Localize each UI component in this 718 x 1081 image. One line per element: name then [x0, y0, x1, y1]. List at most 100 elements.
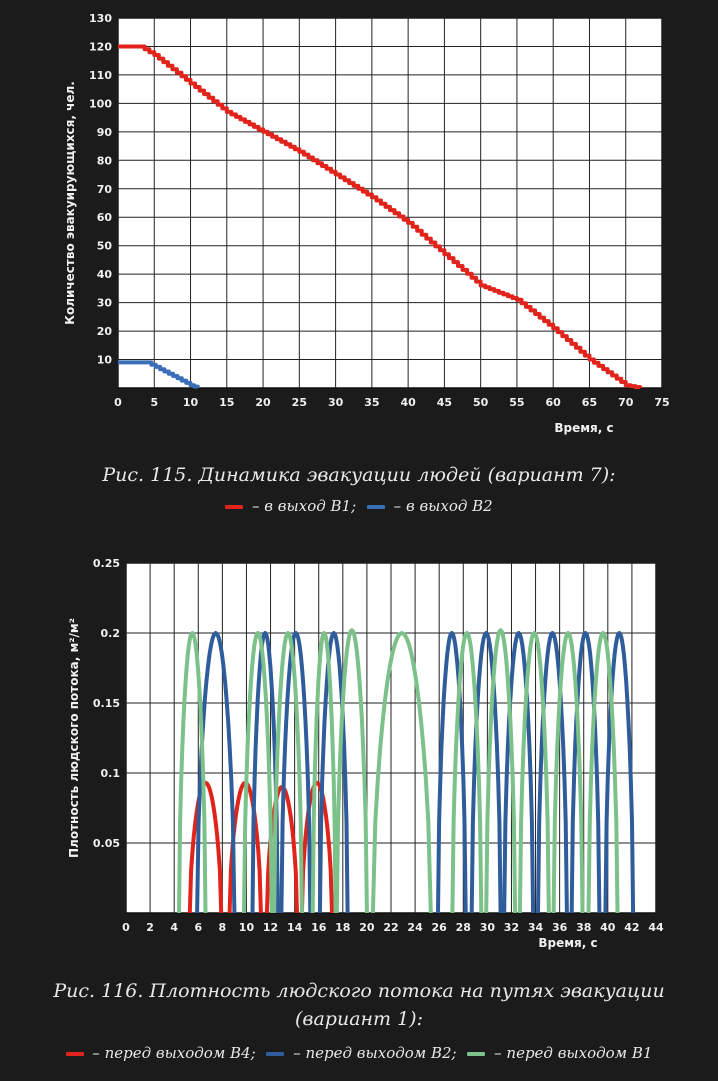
x-tick-label: 30	[328, 396, 344, 409]
figure-115-caption: Рис. 115. Динамика эвакуации людей (вари…	[102, 464, 616, 486]
y-tick-label: 70	[97, 183, 113, 196]
x-axis-label: Время, с	[554, 421, 613, 435]
legend-swatch-green	[467, 1052, 486, 1056]
series-line-b1	[517, 631, 551, 914]
y-tick-label: 0.25	[93, 557, 120, 570]
x-tick-label: 16	[311, 921, 327, 934]
y-tick-label: 0.1	[101, 767, 121, 780]
x-tick-label: 75	[654, 396, 669, 409]
x-tick-label: 10	[239, 921, 255, 934]
series-line-b1	[551, 631, 585, 914]
x-tick-label: 24	[407, 921, 423, 934]
y-tick-label: 30	[97, 297, 113, 310]
legend-item-b1: – в выход В1;	[225, 497, 356, 515]
figure-116-legend: – перед выходом В4; – перед выходом В2; …	[0, 1044, 718, 1062]
x-tick-label: 30	[480, 921, 496, 934]
legend-label-b4: – перед выходом В4;	[87, 1044, 256, 1062]
y-tick-label: 20	[97, 325, 113, 338]
y-axis-label: Плотность людского потока, м²/м²	[67, 618, 81, 858]
x-tick-label: 15	[219, 396, 234, 409]
legend-swatch-blue	[266, 1052, 285, 1056]
series-line-b2	[279, 631, 313, 914]
x-tick-label: 4	[170, 921, 178, 934]
x-axis-label: Время, с	[538, 936, 597, 950]
x-tick-label: 38	[576, 921, 591, 934]
y-tick-label: 0.15	[93, 697, 120, 710]
series-line-b1	[586, 631, 620, 914]
series-line-b2	[250, 631, 280, 914]
x-tick-label: 22	[383, 921, 398, 934]
x-tick-label: 65	[582, 396, 597, 409]
x-tick-label: 35	[364, 396, 379, 409]
y-tick-label: 100	[89, 97, 112, 110]
series-line-b2	[118, 360, 200, 389]
legend-label-b2: – в выход В2	[388, 497, 493, 515]
legend-swatch-blue	[366, 505, 385, 509]
y-tick-label: 80	[97, 154, 113, 167]
y-tick-label: 90	[97, 126, 113, 139]
y-tick-label: 10	[97, 354, 113, 367]
x-tick-label: 20	[359, 921, 375, 934]
figure-115: 0 5 10 15 20 25 30 35 40 45 50 55 60 65 70 75 130 120 110 1…	[0, 0, 718, 530]
figure-116: 0 2 4 6 8 10 12 14 16 18 20 22 24 26 28 30 32 34 36 38 40 42 4…	[0, 545, 718, 1081]
figure-116-caption-line1: Рис. 116. Плотность людского потока на п…	[53, 980, 665, 1002]
x-tick-label: 44	[648, 921, 664, 934]
series-line-b1	[484, 628, 518, 914]
plot-area	[117, 17, 663, 389]
x-tick-label: 0	[114, 396, 122, 409]
y-tick-label: 130	[89, 12, 112, 25]
x-tick-label: 50	[473, 396, 489, 409]
x-tick-label: 20	[255, 396, 271, 409]
legend-label-b1: – в выход В1;	[247, 497, 357, 515]
x-tick-label: 26	[432, 921, 448, 934]
series-line-b1	[450, 631, 484, 914]
series-line-b1	[118, 44, 643, 390]
series-line-b1	[310, 631, 338, 914]
series-line-b2	[436, 631, 468, 914]
series-line-b1	[370, 631, 433, 914]
x-tick-label: 70	[618, 396, 634, 409]
legend-item-b4: – перед выходом В4;	[65, 1044, 256, 1062]
x-tick-label: 0	[122, 921, 130, 934]
y-tick-label: 50	[97, 240, 113, 253]
x-tick-label: 12	[263, 921, 278, 934]
y-tick-label: 0.2	[101, 627, 121, 640]
evacuation-dynamics-chart: 0 5 10 15 20 25 30 35 40 45 50 55 60 65 70 75 130 120 110 1…	[63, 12, 670, 435]
y-tick-label: 0.05	[93, 837, 120, 850]
series-line-b1	[242, 631, 274, 914]
x-tick-label: 10	[183, 396, 199, 409]
x-tick-label: 6	[194, 921, 202, 934]
series-line-b1	[272, 631, 304, 914]
x-tick-label: 55	[509, 396, 524, 409]
x-tick-label: 8	[219, 921, 227, 934]
y-tick-label: 40	[97, 268, 113, 281]
legend-label-b1: – перед выходом В1	[489, 1044, 653, 1062]
series-line-b2	[195, 631, 237, 914]
x-tick-label: 42	[624, 921, 639, 934]
x-tick-label: 34	[528, 921, 544, 934]
legend-item-b2: – перед выходом В2;	[266, 1044, 457, 1062]
y-tick-label: 110	[89, 69, 112, 82]
figure-116-caption-line2: (вариант 1):	[295, 1008, 423, 1030]
legend-label-b2: – перед выходом В2;	[288, 1044, 457, 1062]
figure-115-legend: – в выход В1; – в выход В2	[0, 497, 718, 515]
flow-density-chart: 0 2 4 6 8 10 12 14 16 18 20 22 24 26 28 30 32 34 36 38 40 42 4…	[67, 557, 664, 950]
series-line-b4	[299, 780, 334, 914]
x-tick-label: 36	[552, 921, 568, 934]
x-tick-label: 40	[400, 396, 416, 409]
x-tick-label: 2	[146, 921, 154, 934]
series-line-b4	[187, 780, 224, 914]
legend-item-b1: – перед выходом В1	[467, 1044, 652, 1062]
x-tick-label: 40	[600, 921, 616, 934]
series-line-b2	[603, 631, 636, 914]
series-line-b1	[334, 628, 369, 914]
legend-item-b2: – в выход В2	[366, 497, 493, 515]
y-axis-label: Количество эвакуирующихся, чел.	[63, 81, 77, 325]
x-tick-label: 32	[504, 921, 519, 934]
x-tick-label: 14	[287, 921, 303, 934]
x-tick-label: 28	[456, 921, 471, 934]
y-tick-label: 120	[89, 40, 112, 53]
x-tick-label: 45	[437, 396, 452, 409]
legend-swatch-red	[65, 1052, 84, 1056]
legend-swatch-red	[225, 505, 244, 509]
